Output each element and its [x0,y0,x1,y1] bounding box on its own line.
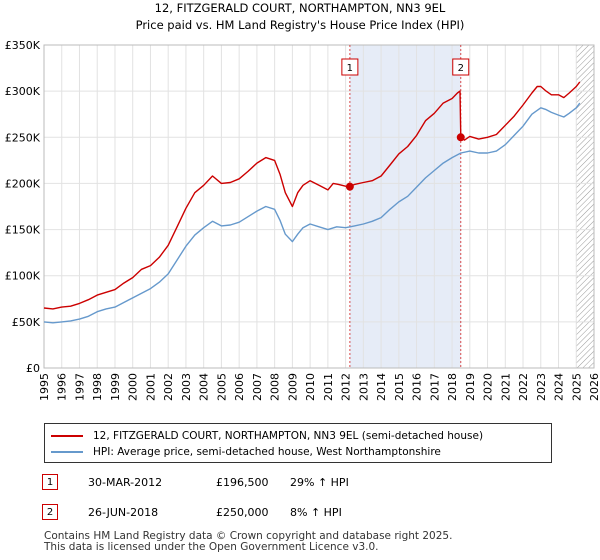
series-line-property [43,81,581,310]
x-tick-label: 2002 [162,373,175,401]
y-tick-label: £250K [5,131,41,144]
footer-line-1: Contains HM Land Registry data © Crown c… [44,530,453,542]
x-tick-label: 2009 [286,373,299,401]
sale-point-1 [345,182,354,191]
legend-label-hpi: HPI: Average price, semi-detached house,… [93,446,441,458]
legend-item-property: 12, FITZGERALD COURT, NORTHAMPTON, NN3 9… [51,428,483,444]
x-tick-label: 2004 [198,373,211,401]
annotation-price-1: £196,500 [216,475,269,489]
x-tick-label: 2010 [304,373,317,401]
plot-frame [43,44,595,369]
y-tick-label: £0 [26,362,40,375]
annotation-number-1: 1 [42,474,58,490]
chart-subtitle: Price paid vs. HM Land Registry's House … [136,18,465,32]
marker-label-2: 2 [458,63,464,74]
x-tick-label: 2000 [127,373,140,401]
y-tick-label: £100K [5,270,41,283]
legend-swatch-hpi [51,451,83,453]
legend-item-hpi: HPI: Average price, semi-detached house,… [51,444,441,460]
shaded-span [349,45,461,368]
y-tick-label: £200K [5,177,41,190]
x-tick-label: 2016 [411,373,424,401]
x-tick-label: 2007 [251,373,264,401]
x-tick-label: 2026 [588,373,600,401]
x-tick-label: 2001 [144,373,157,401]
x-tick-label: 2012 [340,373,353,401]
x-tick-label: 2005 [215,373,228,401]
y-tick-label: £150K [5,224,41,237]
chart-title: 12, FITZGERALD COURT, NORTHAMPTON, NN3 9… [155,1,446,15]
x-tick-label: 1995 [38,373,51,401]
x-tick-label: 2025 [570,373,583,401]
annotation-price-2: £250,000 [216,505,269,519]
annotation-number-2: 2 [42,504,58,520]
x-tick-label: 2003 [180,373,193,401]
marker-box-2 [452,58,470,76]
x-tick-label: 2006 [233,373,246,401]
price-chart: 12, FITZGERALD COURT, NORTHAMPTON, NN3 9… [5,1,600,401]
legend-swatch-property [51,435,83,437]
y-tick-label: £300K [5,85,41,98]
sale-point-2 [456,133,465,142]
x-tick-label: 2022 [517,373,530,401]
marker-box-1 [341,58,359,76]
x-tick-label: 1999 [109,373,122,401]
annotation-row-1: 1 30-MAR-2012 £196,500 29% ↑ HPI [42,471,442,493]
annotation-date-2: 26-JUN-2018 [88,505,159,519]
x-tick-label: 2021 [499,373,512,401]
x-tick-label: 2023 [535,373,548,401]
x-tick-label: 2024 [553,373,566,401]
x-tick-label: 2014 [375,373,388,401]
annotation-hpi-1: 29% ↑ HPI [290,475,349,489]
plot-background [44,45,594,368]
y-tick-label: £350K [5,39,41,52]
x-tick-label: 2017 [428,373,441,401]
x-tick-label: 2020 [482,373,495,401]
annotation-row-2: 2 26-JUN-2018 £250,000 8% ↑ HPI [42,501,442,523]
marker-label-1: 1 [347,63,353,74]
x-tick-label: 1998 [91,373,104,401]
x-tick-label: 2019 [464,373,477,401]
annotation-hpi-2: 8% ↑ HPI [290,505,342,519]
y-tick-label: £50K [12,316,41,329]
legend: 12, FITZGERALD COURT, NORTHAMPTON, NN3 9… [44,423,552,463]
legend-label-property: 12, FITZGERALD COURT, NORTHAMPTON, NN3 9… [93,430,484,442]
x-tick-label: 1996 [56,373,69,401]
x-tick-label: 2011 [322,373,335,401]
x-tick-label: 2008 [269,373,282,401]
x-tick-label: 2013 [357,373,370,401]
series-line-hpi [43,102,581,324]
x-tick-label: 2018 [446,373,459,401]
footer-line-2: This data is licensed under the Open Gov… [44,541,379,553]
annotation-date-1: 30-MAR-2012 [88,475,163,489]
footer: Contains HM Land Registry data © Crown c… [44,531,452,553]
x-tick-label: 1997 [73,373,86,401]
x-tick-label: 2015 [393,373,406,401]
forecast-hatch [576,45,594,368]
